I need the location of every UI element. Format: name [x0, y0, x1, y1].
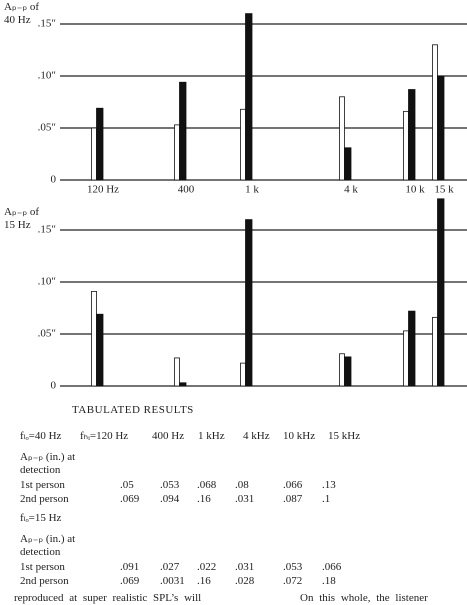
row-label: 1st person: [20, 561, 65, 573]
bar: [344, 356, 352, 387]
bar: [91, 127, 97, 181]
cell: .16: [197, 575, 211, 587]
x-tick-label: 400: [178, 184, 195, 196]
row-label: 1st person: [20, 479, 65, 491]
bar: [245, 219, 253, 387]
y-tick-label: .15″: [38, 224, 56, 236]
table-header: 15 kHz: [328, 430, 361, 442]
y-tick-label: .15″: [38, 18, 56, 30]
cell: .16: [197, 493, 211, 505]
x-tick-label: 15 k: [434, 184, 454, 196]
cell: .069: [120, 493, 140, 505]
cell: .066: [322, 561, 342, 573]
bar: [344, 147, 352, 181]
cell: .022: [197, 561, 217, 573]
cell: .031: [235, 561, 255, 573]
bar: [240, 362, 246, 387]
bar: [339, 96, 345, 181]
cell: .087: [283, 493, 303, 505]
y-tick-label: 0: [51, 380, 57, 392]
cell: .066: [283, 479, 303, 491]
x-tick-label: 4 k: [344, 184, 358, 196]
bar: [240, 108, 246, 181]
x-tick-label: 1 k: [245, 184, 259, 196]
table-header: 10 kHz: [283, 430, 316, 442]
cell: .18: [322, 575, 336, 587]
row-label: 2nd person: [20, 493, 69, 505]
cell: .069: [120, 575, 140, 587]
footer-text: reproduced at super realistic SPL’s will: [14, 592, 202, 604]
bar: [91, 290, 97, 387]
bar: [403, 330, 409, 387]
cell: .13: [322, 479, 336, 491]
group-heading: fₗₒ=15 Hz: [20, 512, 62, 524]
y-tick-label: 0: [51, 174, 57, 186]
bar: [432, 44, 438, 181]
cell: .053: [160, 479, 180, 491]
cell: .028: [235, 575, 255, 587]
bar: [437, 198, 445, 387]
charts: 0 .05″ .10″ .15″ 120 Hz 400 1 k 4 k 10 k 15 k 0 .05…: [38, 13, 467, 392]
row-label: 2nd person: [20, 575, 69, 587]
bar: [437, 75, 445, 181]
bar: [408, 310, 416, 387]
bar: [408, 89, 416, 181]
table-header: 400 Hz: [152, 430, 185, 442]
footer-text: On this whole, the listener: [300, 592, 428, 604]
y-tick-label: .05″: [38, 328, 56, 340]
cell: .072: [283, 575, 303, 587]
chart-title: Aₚ₋ₚ of 40 Hz: [4, 1, 40, 26]
cell: .08: [235, 479, 249, 491]
cell: .091: [120, 561, 140, 573]
bar: [174, 357, 180, 387]
table-header: 4 kHz: [243, 430, 270, 442]
group-caption: detection: [20, 546, 61, 558]
cell: .0031: [160, 575, 185, 587]
table-header: fₗₒ=40 Hz: [20, 430, 62, 442]
bar: [96, 313, 104, 387]
bar: [179, 81, 187, 181]
table-header: 1 kHz: [198, 430, 225, 442]
cell: .094: [160, 493, 180, 505]
y-tick-label: .10″: [38, 70, 56, 82]
bar: [245, 13, 253, 181]
bar: [403, 110, 409, 181]
bar: [174, 124, 180, 181]
table-header: fₕᵢ=120 Hz: [80, 430, 129, 442]
x-tick-label: 120 Hz: [87, 184, 119, 196]
x-tick-label: 10 k: [405, 184, 425, 196]
y-tick-label: .05″: [38, 122, 56, 134]
cell: .027: [160, 561, 180, 573]
chart-title: Aₚ₋ₚ of 15 Hz: [4, 206, 40, 231]
cell: .031: [235, 493, 255, 505]
cell: .053: [283, 561, 303, 573]
group-caption: Aₚ₋ₚ (in.) at: [20, 533, 76, 545]
bar: [96, 107, 104, 181]
bar: [339, 353, 345, 387]
bar: [432, 316, 438, 387]
cell: .068: [197, 479, 217, 491]
table-title: TABULATED RESULTS: [72, 404, 194, 416]
group-caption: detection: [20, 464, 61, 476]
group-caption: Aₚ₋ₚ (in.) at: [20, 451, 76, 463]
cell: .1: [322, 493, 331, 505]
y-tick-label: .10″: [38, 276, 56, 288]
cell: .05: [120, 479, 134, 491]
bar: [179, 382, 187, 387]
